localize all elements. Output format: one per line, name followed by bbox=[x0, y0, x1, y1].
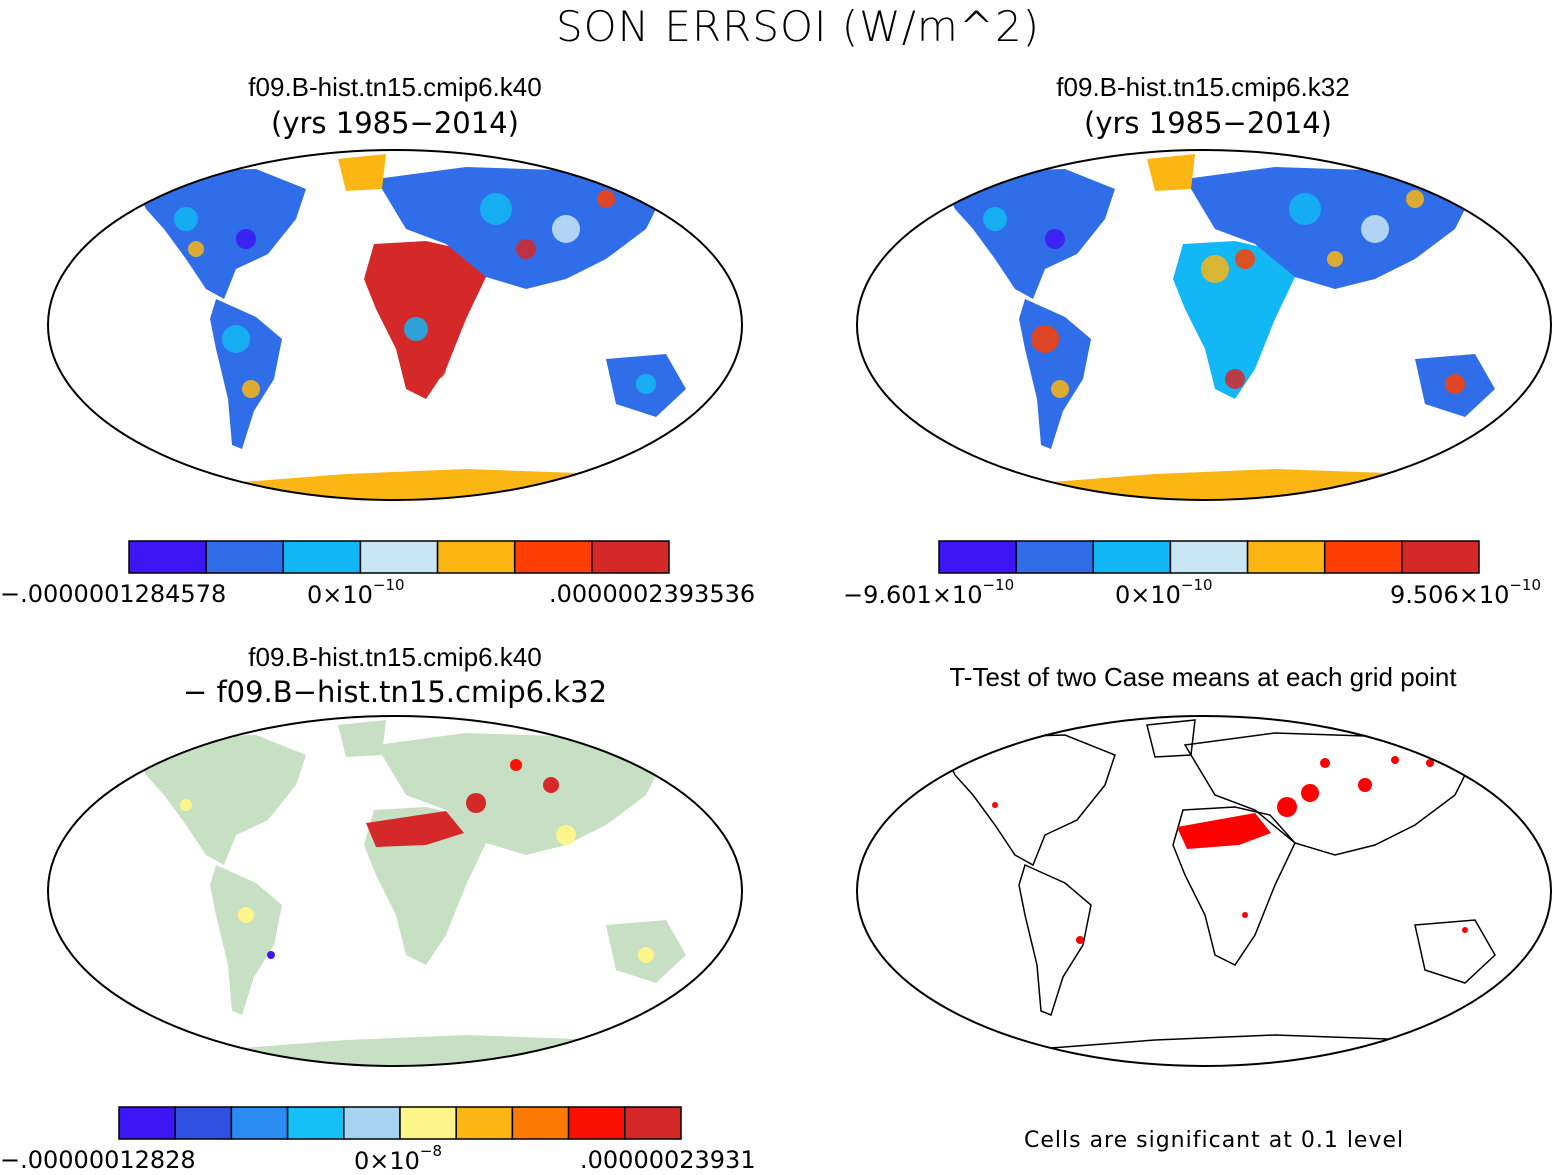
field-texture bbox=[983, 190, 1465, 398]
panel-k40-map bbox=[47, 149, 743, 501]
panel-k32-map bbox=[856, 149, 1552, 501]
panel-diff-cbar-mid-label: 0×10−8 bbox=[354, 1142, 443, 1175]
colorbar-swatch-3 bbox=[286, 1106, 345, 1140]
panel-diff-cbar-max-label: .00000023931 bbox=[580, 1146, 756, 1174]
panel-k40-cbar-max-label: .0000002393536 bbox=[549, 580, 756, 608]
colorbar-swatch-5 bbox=[513, 540, 593, 574]
panel-diff-subtitle: − f09.B−hist.tn15.cmip6.k32 bbox=[182, 675, 608, 709]
field-texture bbox=[180, 759, 654, 963]
panel-k32-cbar-mid-label: 0×10−10 bbox=[1115, 576, 1213, 609]
panel-k32-cbar-min-label: −9.601×10−10 bbox=[843, 576, 1015, 609]
colorbar-swatch-1 bbox=[1015, 540, 1095, 574]
panel-diff-colorbar bbox=[118, 1106, 682, 1140]
panel-k32-subtitle: (yrs 1985−2014) bbox=[1084, 106, 1332, 140]
colorbar-swatch-8 bbox=[567, 1106, 626, 1140]
colorbar-swatch-4 bbox=[343, 1106, 401, 1140]
panel-k40-subtitle: (yrs 1985−2014) bbox=[271, 106, 519, 140]
colorbar-swatch-0 bbox=[118, 1106, 176, 1140]
panel-ttest-note: Cells are significant at 0.1 level bbox=[1024, 1128, 1405, 1153]
panel-diff-cbar-min-label: −.00000012828 bbox=[0, 1146, 196, 1174]
figure-title: SON ERRSOI (W/m^2) bbox=[555, 2, 1041, 51]
panel-k40-title: f09.B-hist.tn15.cmip6.k40 bbox=[248, 72, 542, 102]
colorbar-swatch-6 bbox=[591, 540, 670, 574]
colorbar-swatch-3 bbox=[1169, 540, 1249, 574]
colorbar-swatch-4 bbox=[436, 540, 516, 574]
colorbar-swatch-6 bbox=[455, 1106, 514, 1140]
panel-k40-cbar-mid-label: 0×10−10 bbox=[307, 576, 405, 609]
colorbar-swatches bbox=[128, 540, 670, 574]
colorbar-swatch-9 bbox=[624, 1106, 682, 1140]
colorbar-swatch-0 bbox=[938, 540, 1017, 574]
colorbar-swatch-0 bbox=[128, 540, 207, 574]
colorbar-swatch-1 bbox=[174, 1106, 233, 1140]
panel-k32-title: f09.B-hist.tn15.cmip6.k32 bbox=[1056, 72, 1350, 102]
panel-k32-colorbar bbox=[938, 540, 1480, 574]
panel-k32-cbar-max-label: 9.506×10−10 bbox=[1390, 576, 1542, 609]
colorbar-swatch-2 bbox=[282, 540, 362, 574]
colorbar-swatch-7 bbox=[511, 1106, 570, 1140]
colorbar-swatch-5 bbox=[1323, 540, 1403, 574]
colorbar-swatch-1 bbox=[205, 540, 285, 574]
field-texture bbox=[174, 190, 656, 398]
significant-cells bbox=[992, 756, 1468, 944]
colorbar-swatch-2 bbox=[230, 1106, 289, 1140]
panel-k40-cbar-min-label: −.0000001284578 bbox=[0, 580, 227, 608]
colorbar-swatch-3 bbox=[359, 540, 439, 574]
colorbar-swatch-5 bbox=[399, 1106, 457, 1140]
colorbar-swatch-6 bbox=[1401, 540, 1480, 574]
panel-ttest-title: T-Test of two Case means at each grid po… bbox=[949, 662, 1457, 692]
panel-ttest-map bbox=[856, 715, 1552, 1067]
panel-k40-colorbar bbox=[128, 540, 670, 574]
colorbar-swatch-2 bbox=[1092, 540, 1172, 574]
panel-diff-map bbox=[47, 715, 743, 1067]
colorbar-swatch-4 bbox=[1246, 540, 1326, 574]
panel-diff-title: f09.B-hist.tn15.cmip6.k40 bbox=[248, 642, 542, 672]
